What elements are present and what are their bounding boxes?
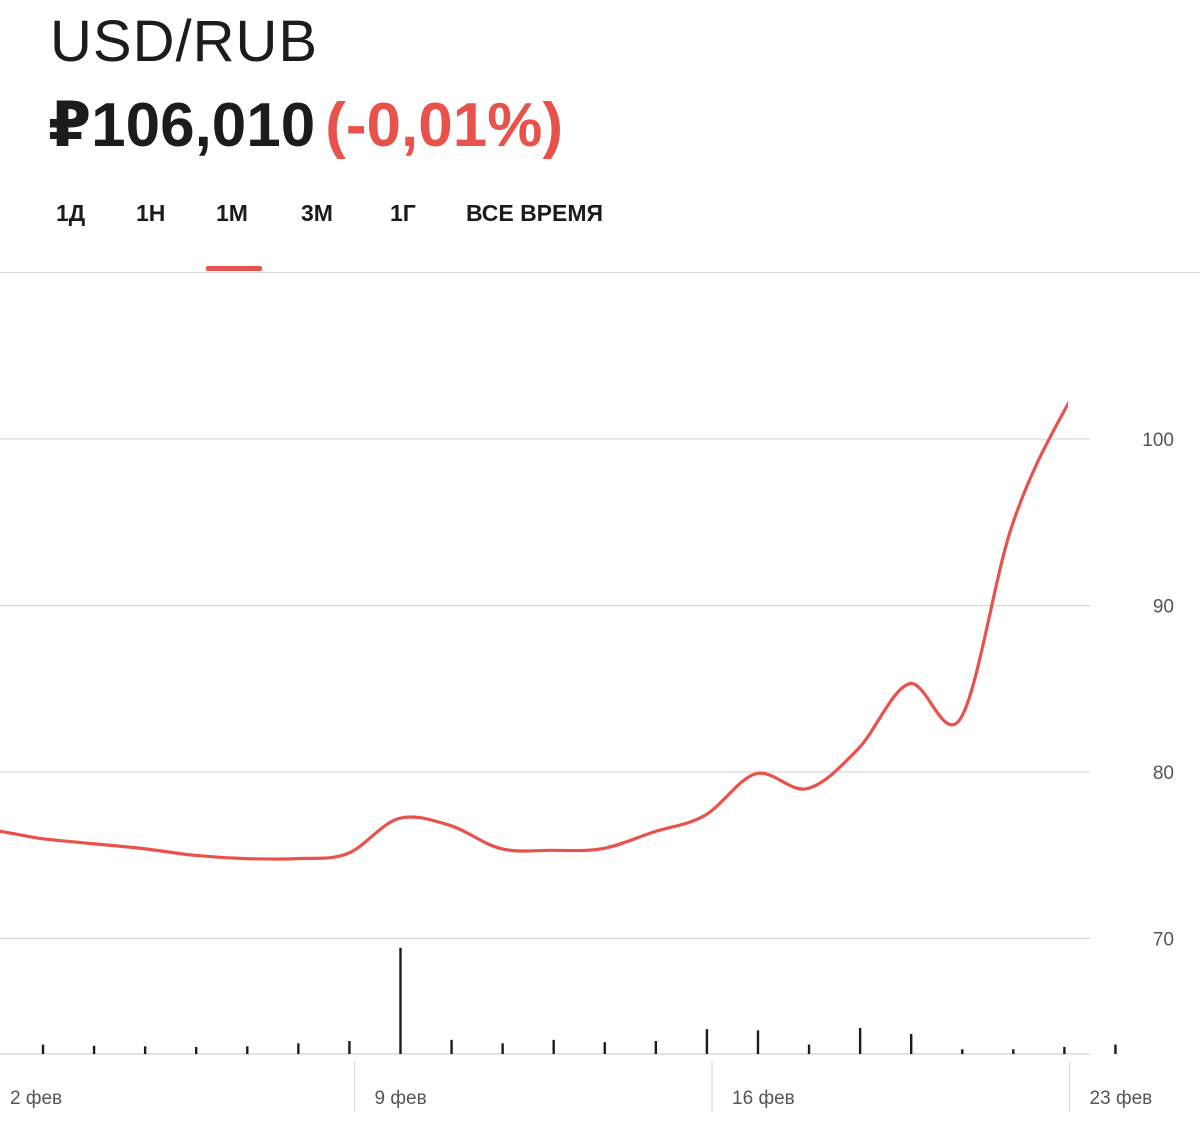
price-change: (-0,01%) bbox=[325, 91, 564, 160]
period-tabs: 1Д 1Н 1М 3М 1Г ВСЕ ВРЕМЯ bbox=[0, 190, 1200, 273]
pair-title: USD/RUB bbox=[50, 9, 319, 74]
current-price: ₽106,010 bbox=[48, 91, 316, 160]
axis-labels: 70 80 90 100 2 фев 9 фев 16 фев 23 фев bbox=[10, 430, 1174, 1109]
x-tick-label: 23 фев bbox=[1090, 1088, 1153, 1109]
tab-all-time[interactable]: ВСЕ ВРЕМЯ bbox=[466, 200, 604, 226]
x-tick-label: 2 фев bbox=[10, 1088, 62, 1109]
y-tick-label-70: 70 bbox=[1153, 930, 1174, 951]
x-tick-label: 16 фев bbox=[732, 1088, 795, 1109]
active-tab-indicator bbox=[206, 266, 262, 271]
x-tick-label: 9 фев bbox=[375, 1088, 427, 1109]
tab-1m[interactable]: 1М bbox=[216, 200, 248, 226]
price-row: ₽106,010 (-0,01%) bbox=[48, 88, 563, 161]
price-line bbox=[0, 400, 1068, 861]
y-tick-label-100: 100 bbox=[1142, 430, 1174, 451]
tab-3m[interactable]: 3М bbox=[301, 200, 333, 226]
y-tick-label-80: 80 bbox=[1153, 763, 1174, 784]
price-chart[interactable]: 70 80 90 100 2 фев 9 фев 16 фев 23 фев bbox=[0, 272, 1200, 1122]
grid-lines bbox=[0, 438, 1090, 1112]
tab-1w[interactable]: 1Н bbox=[136, 200, 166, 226]
price-line-layer bbox=[0, 400, 1068, 861]
tab-1d[interactable]: 1Д bbox=[56, 200, 86, 226]
volume-bars bbox=[41, 947, 1117, 1054]
tab-1y[interactable]: 1Г bbox=[390, 200, 416, 226]
y-tick-label-90: 90 bbox=[1153, 597, 1174, 618]
